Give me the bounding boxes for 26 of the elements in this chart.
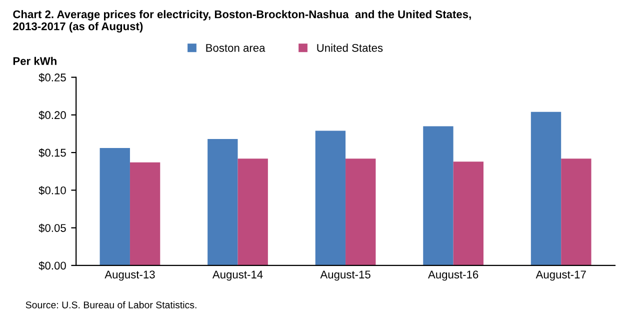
bar: [346, 158, 376, 266]
bar: [130, 162, 160, 266]
bar: [423, 126, 454, 266]
bar: [530, 112, 562, 266]
bar: [453, 162, 484, 266]
x-tick-label: August-13: [104, 270, 155, 281]
x-tick-label: August-15: [320, 270, 370, 281]
y-axis-title: Per kWh: [13, 56, 56, 66]
source-note: Source: U.S. Bureau of Labor Statistics.: [26, 301, 196, 308]
bar: [208, 138, 238, 266]
x-tick-label: August-16: [428, 270, 478, 281]
y-tick-label: $0.05: [38, 224, 66, 233]
bar: [315, 130, 346, 266]
x-tick-label: August-14: [212, 270, 263, 281]
y-tick-label: $0.20: [38, 110, 66, 120]
y-tick-label: $0.10: [38, 186, 66, 195]
legend-label: United States: [317, 44, 383, 52]
y-tick-label: $0.25: [38, 73, 66, 82]
y-tick-label: $0.15: [38, 148, 66, 158]
x-tick-label: August-17: [536, 270, 586, 281]
chart-title: Chart 2. Average prices for electricity, Boston-Brockton-Nashua and the United States, 2013-2017 (as of August): [13, 10, 471, 33]
bar: [100, 148, 130, 266]
legend-label: Boston area: [206, 44, 266, 52]
bar: [238, 158, 268, 266]
y-tick-label: $0.00: [38, 261, 66, 270]
bar: [561, 158, 592, 266]
